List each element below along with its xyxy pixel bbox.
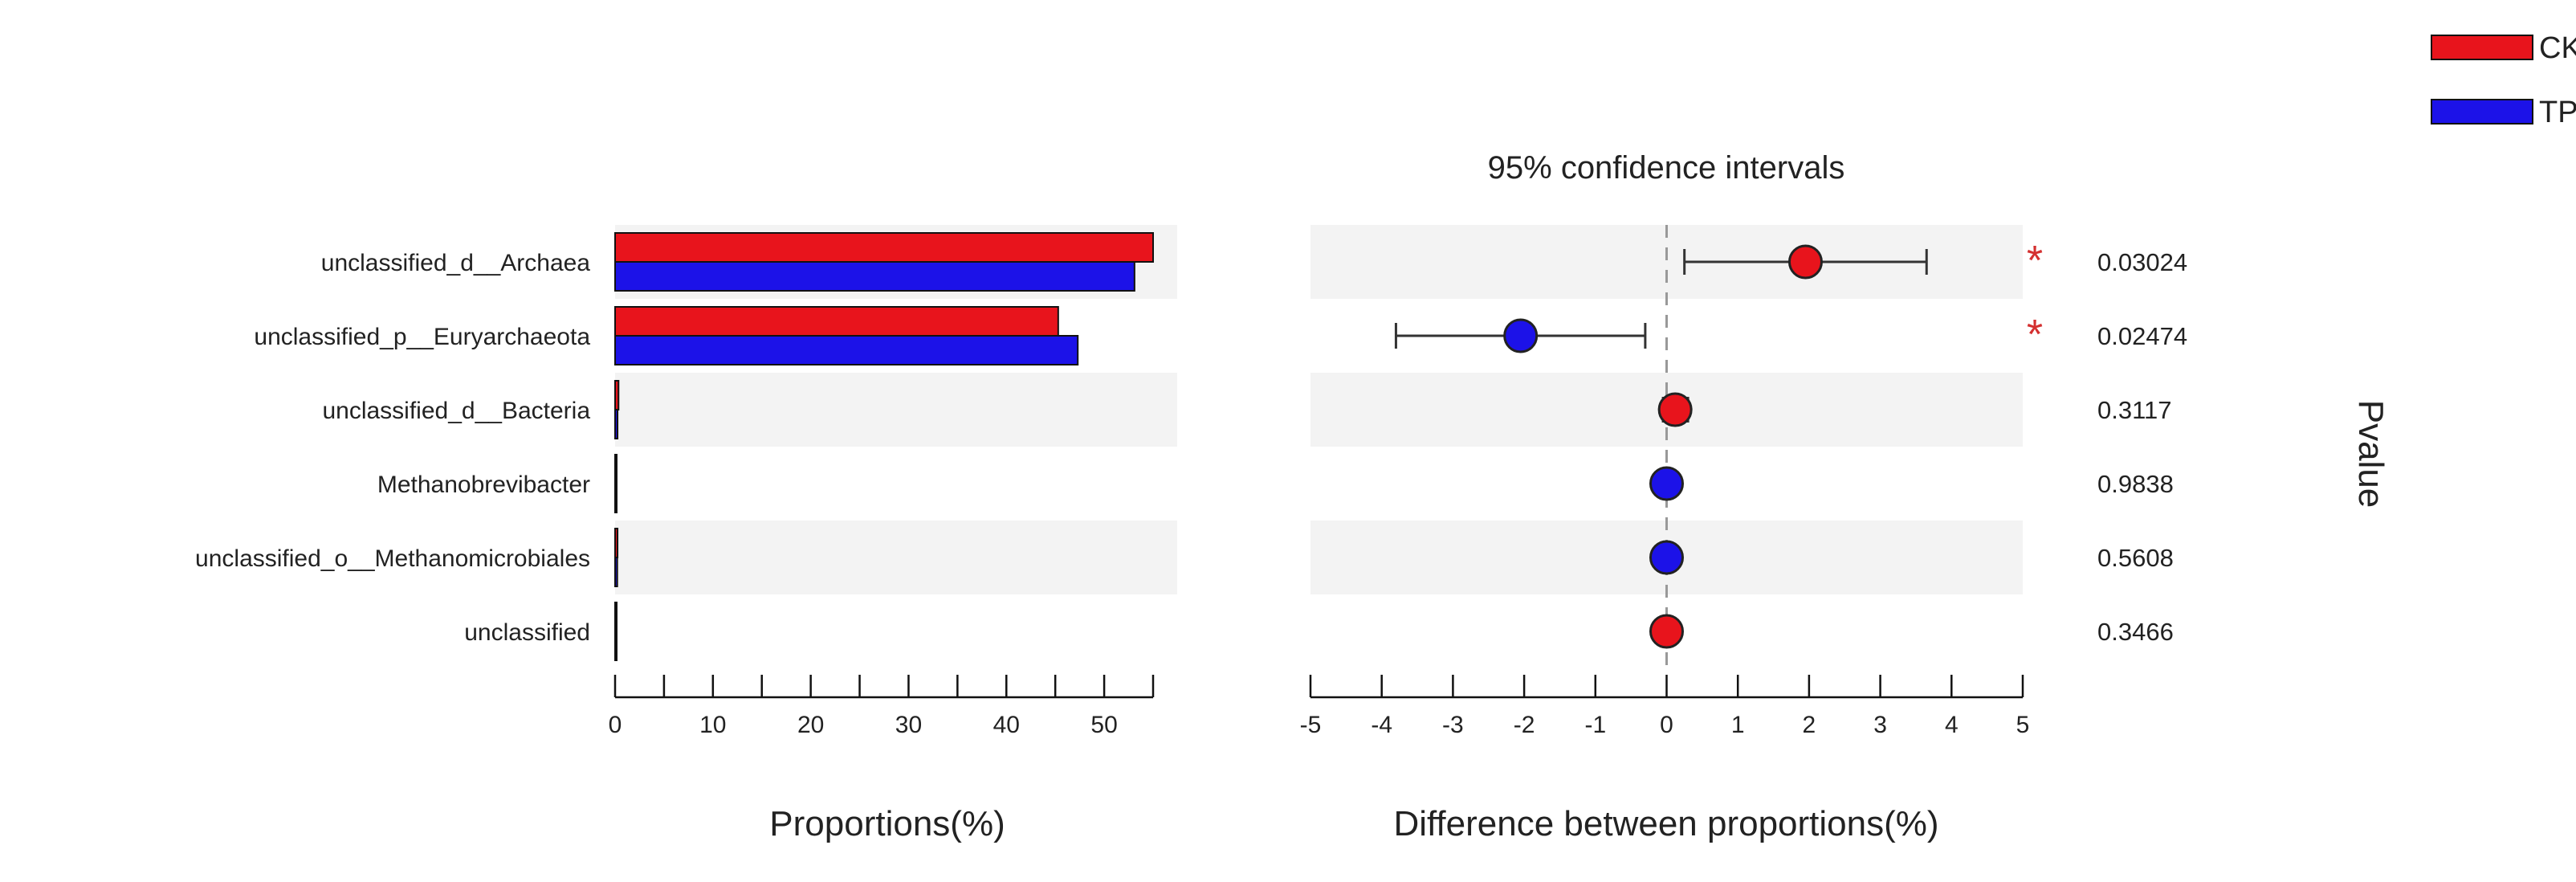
pvalue-text: 0.5608 [2097, 544, 2174, 572]
difference-tick-label: -5 [1300, 712, 1322, 738]
proportions-tick-label: 30 [895, 712, 922, 738]
proportions-axis-title: Proportions(%) [769, 804, 1005, 843]
bar-tp [614, 483, 618, 513]
category-label: unclassified_o__Methanomicrobiales [195, 545, 590, 572]
proportions-tick-label: 10 [699, 712, 726, 738]
pvalue-text: 0.3466 [2097, 618, 2174, 646]
bar-ck [614, 454, 618, 484]
significance-star: * [2027, 312, 2043, 358]
difference-tick-label: 4 [1945, 712, 1958, 738]
legend-swatch-ck [2431, 35, 2533, 60]
proportions-tick-label: 50 [1090, 712, 1117, 738]
bar-tp [614, 335, 1079, 365]
ci-title: 95% confidence intervals [1488, 150, 1845, 186]
difference-tick-label: -4 [1371, 712, 1392, 738]
bar-tp [614, 631, 618, 661]
pvalue-text: 0.03024 [2097, 248, 2187, 276]
row-background-left [615, 521, 1177, 594]
legend-swatch-tp [2431, 99, 2533, 125]
bar-ck [614, 306, 1059, 337]
pvalue-column: 0.03024 0.02474 0.3117 0.9838 0.5608 0.3466 Pv… [2097, 248, 2391, 646]
difference-tick-label: 0 [1660, 712, 1673, 738]
bar-ck [614, 602, 618, 632]
proportions-tick-label: 40 [993, 712, 1020, 738]
category-label: unclassified [464, 619, 590, 646]
difference-tick-label: -1 [1584, 712, 1606, 738]
difference-point [1503, 318, 1539, 353]
row-background-left [615, 373, 1177, 447]
pvalue-text: 0.02474 [2097, 322, 2187, 350]
difference-point [1649, 466, 1684, 501]
pvalue-axis-title: Pvalue [2351, 400, 2391, 508]
legend: CK TP [2431, 31, 2576, 129]
legend-label-ck: CK [2539, 31, 2576, 65]
proportions-tick-label: 0 [609, 712, 622, 738]
bar-ck [614, 232, 1154, 263]
difference-point [1657, 392, 1693, 427]
pvalue-text: 0.9838 [2097, 470, 2174, 498]
pvalue-text: 0.3117 [2097, 396, 2172, 424]
difference-tick-label: -3 [1442, 712, 1464, 738]
proportions-panel: unclassified_d__Archaea unclassified_p__E… [195, 232, 1155, 843]
difference-axis-title: Difference between proportions(%) [1393, 804, 1938, 843]
category-label: Methanobrevibacter [377, 472, 590, 498]
difference-tick-label: 3 [1873, 712, 1887, 738]
bar-tp [614, 261, 1135, 292]
bar-tp [614, 409, 619, 439]
bar-ck [614, 528, 619, 558]
category-label: unclassified_p__Euryarchaeota [254, 324, 590, 350]
difference-tick-label: -2 [1514, 712, 1535, 738]
difference-tick-label: 5 [2016, 712, 2030, 738]
bar-tp [614, 557, 618, 587]
difference-panel: 95% confidence intervals -5 -4 -3 -2 -1 0 1 2 3 4 5… [1300, 150, 2043, 843]
legend-label-tp: TP [2539, 96, 2576, 129]
category-label: unclassified_d__Archaea [321, 250, 591, 276]
difference-tick-label: 2 [1803, 712, 1816, 738]
bar-ck [614, 380, 620, 410]
difference-point [1649, 540, 1684, 575]
difference-tick-label: 1 [1731, 712, 1745, 738]
proportions-tick-label: 20 [797, 712, 824, 738]
difference-point [1787, 244, 1823, 280]
difference-point [1649, 614, 1684, 649]
significance-star: * [2027, 238, 2043, 284]
category-label: unclassified_d__Bacteria [322, 398, 590, 424]
